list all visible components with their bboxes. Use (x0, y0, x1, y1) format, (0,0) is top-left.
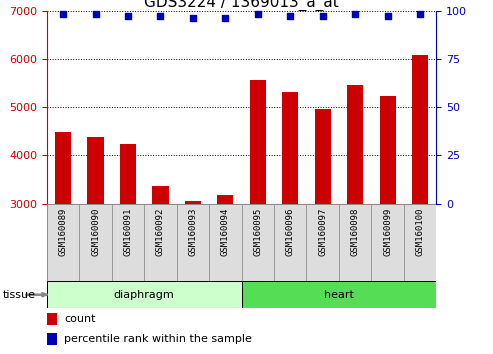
Text: GSM160094: GSM160094 (221, 207, 230, 256)
Point (351, 12, 359, 17)
Point (92, 12, 100, 17)
Bar (307, 204, 339, 281)
Text: GSM160097: GSM160097 (318, 207, 327, 256)
Bar (176, 204, 209, 281)
Text: percentile rank within the sample: percentile rank within the sample (65, 335, 252, 344)
Point (124, 13, 132, 19)
Point (221, 16, 229, 21)
Title: GDS3224 / 1369013_a_at: GDS3224 / 1369013_a_at (144, 0, 339, 11)
Bar (412, 55, 428, 204)
Bar (217, 195, 234, 204)
Bar (404, 204, 436, 281)
Point (384, 13, 391, 19)
Text: GSM160096: GSM160096 (286, 207, 295, 256)
Bar (371, 204, 404, 281)
Point (416, 12, 424, 17)
Bar (152, 186, 169, 204)
Text: GSM160099: GSM160099 (383, 207, 392, 256)
Bar (282, 92, 298, 204)
Point (59, 12, 67, 17)
Text: count: count (65, 314, 96, 324)
Bar (274, 204, 307, 281)
Point (189, 16, 197, 21)
Bar (112, 204, 144, 281)
Point (286, 13, 294, 19)
Text: GSM160091: GSM160091 (123, 207, 133, 256)
Bar (87, 137, 104, 204)
Bar (185, 201, 201, 204)
Point (156, 13, 164, 19)
Text: GSM160090: GSM160090 (91, 207, 100, 256)
Text: GSM160098: GSM160098 (351, 207, 360, 256)
Text: tissue: tissue (2, 290, 35, 300)
Text: GSM160095: GSM160095 (253, 207, 262, 256)
Text: heart: heart (324, 290, 354, 300)
Bar (120, 144, 136, 204)
Point (254, 12, 262, 17)
Text: GSM160092: GSM160092 (156, 207, 165, 256)
Bar (47, 313, 57, 325)
Bar (242, 281, 436, 308)
Bar (380, 96, 396, 204)
Bar (209, 204, 242, 281)
Bar (249, 80, 266, 204)
Bar (47, 281, 242, 308)
Point (319, 13, 327, 19)
Text: GSM160093: GSM160093 (188, 207, 197, 256)
Text: GSM160100: GSM160100 (416, 207, 424, 256)
Bar (47, 333, 57, 345)
Text: diaphragm: diaphragm (114, 290, 175, 300)
Bar (242, 204, 274, 281)
Bar (339, 204, 371, 281)
Bar (315, 109, 331, 204)
Bar (347, 85, 363, 204)
Bar (47, 204, 79, 281)
Bar (55, 132, 71, 204)
Bar (144, 204, 176, 281)
Bar (79, 204, 112, 281)
Text: GSM160089: GSM160089 (59, 207, 68, 256)
